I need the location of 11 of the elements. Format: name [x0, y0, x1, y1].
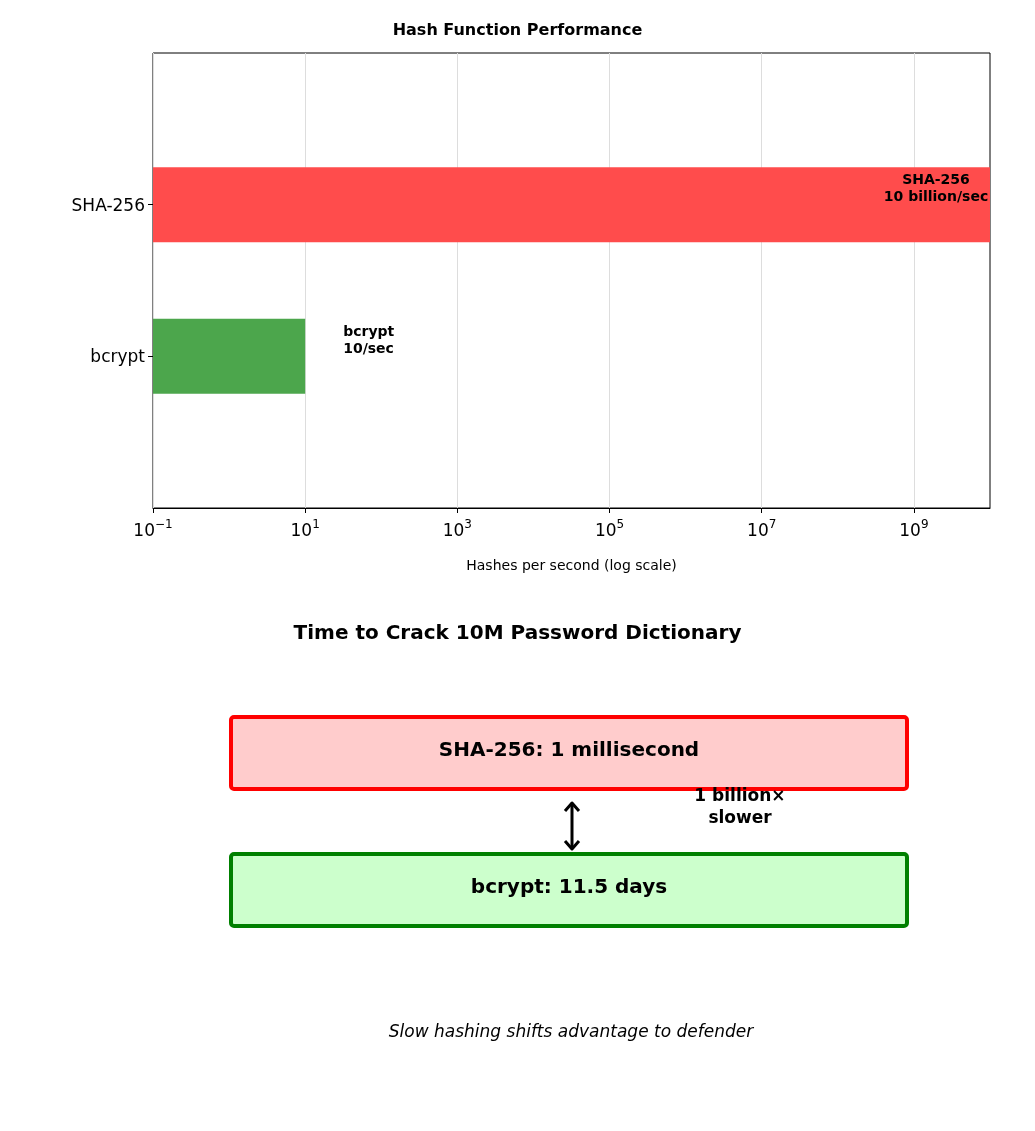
text: bcrypt: 11.5 days: [470, 874, 668, 900]
text: SHA-256: 1 millisecond: [438, 737, 700, 761]
text: 1 billion× slower: [693, 784, 787, 828]
y-tick-label: SHA-256: [71, 194, 145, 215]
chart-title: Hash Function Performance: [392, 19, 643, 39]
y-tick-label: bcrypt: [90, 346, 146, 367]
x-axis-title: Hashes per second (log scale): [466, 557, 677, 573]
data-label: SHA-256 10 billion/sec: [883, 171, 989, 205]
text: Slow hashing shifts advantage to defender: [387, 1021, 755, 1041]
text: Time to Crack 10M Password Dictionary: [292, 620, 743, 644]
data-label: bcrypt 10/sec: [343, 322, 395, 356]
